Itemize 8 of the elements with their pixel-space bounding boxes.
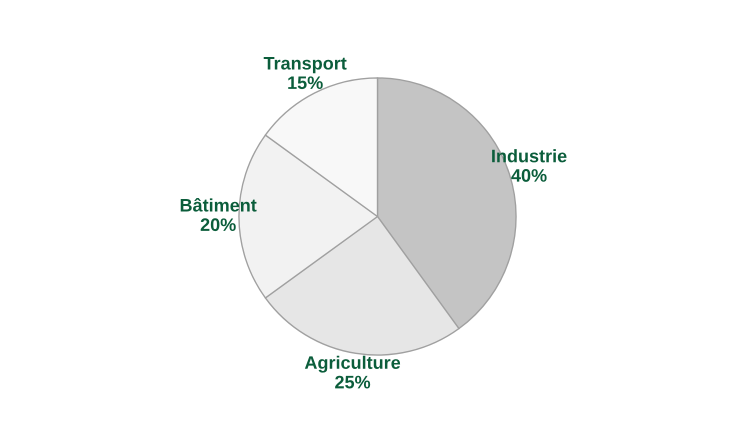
slice-label: Bâtiment — [180, 198, 257, 212]
slice-label: Agriculture — [304, 356, 400, 373]
slice-label: Industrie — [492, 149, 567, 162]
data-label: 25% — [335, 376, 370, 388]
data-label: 40% — [511, 169, 547, 182]
data-label: 15% — [288, 76, 323, 90]
slice-label: Transport — [264, 57, 347, 74]
data-label: 20% — [200, 218, 236, 232]
